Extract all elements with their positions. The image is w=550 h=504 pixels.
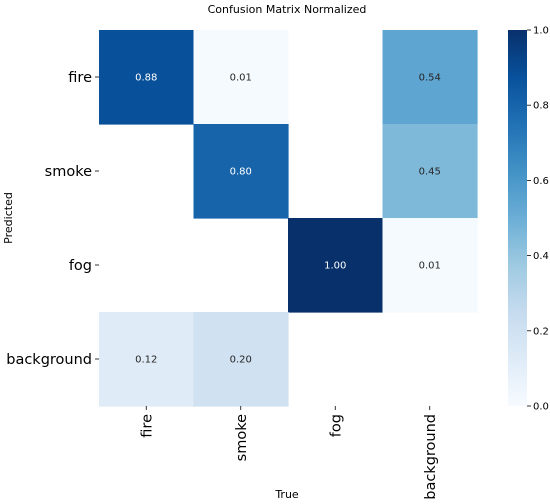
- cell-value-label: 0.45: [419, 167, 441, 178]
- column-labels: fire smoke fog background: [139, 406, 439, 500]
- heatmap-cell: [193, 124, 289, 219]
- colorbar-tick-label: 0.0: [533, 402, 549, 413]
- colorbar-tick-label: 0.4: [533, 251, 549, 262]
- colorbar-tick-label: 0.8: [533, 101, 549, 112]
- colorbar-ticks: 0.0 0.2 0.4 0.6 0.8 1.0: [527, 26, 549, 413]
- row-label: background: [6, 352, 92, 368]
- column-label: fog: [328, 414, 344, 437]
- x-axis-label: True: [274, 488, 299, 501]
- colorbar: [508, 30, 527, 406]
- column-label: smoke: [234, 414, 250, 461]
- row-label: smoke: [45, 164, 92, 180]
- cell-value-label: 0.20: [230, 355, 252, 366]
- cell-value-label: 1.00: [324, 261, 346, 272]
- heatmap-cell: [193, 30, 289, 125]
- colorbar-tick-label: 0.2: [533, 326, 549, 337]
- cell-value-label: 0.01: [419, 261, 441, 272]
- column-label: fire: [139, 414, 155, 438]
- heatmap-cell: [382, 218, 478, 313]
- colorbar-tick-label: 1.0: [533, 26, 549, 37]
- colorbar-tick-label: 0.6: [533, 176, 549, 187]
- cell-value-label: 0.01: [230, 73, 252, 84]
- heatmap-cells: 0.88 0.01 0.54 0.80 0.45 1.00 0.01 0.12 0.20: [99, 30, 478, 407]
- heatmap-cell: [382, 30, 478, 125]
- heatmap-cell: [99, 312, 195, 407]
- heatmap-cell: [382, 124, 478, 219]
- row-label: fog: [69, 258, 92, 274]
- heatmap-cell: [99, 30, 195, 125]
- chart-title: Confusion Matrix Normalized: [208, 3, 367, 16]
- row-label: fire: [68, 70, 92, 86]
- heatmap-cell: [288, 218, 384, 313]
- heatmap-cell: [193, 312, 289, 407]
- y-axis-label: Predicted: [2, 192, 15, 244]
- cell-value-label: 0.54: [419, 73, 441, 84]
- column-label: background: [423, 414, 439, 500]
- cell-value-label: 0.80: [230, 167, 252, 178]
- row-labels: fire smoke fog background: [6, 70, 99, 368]
- cell-value-label: 0.88: [135, 73, 157, 84]
- cell-value-label: 0.12: [135, 355, 157, 366]
